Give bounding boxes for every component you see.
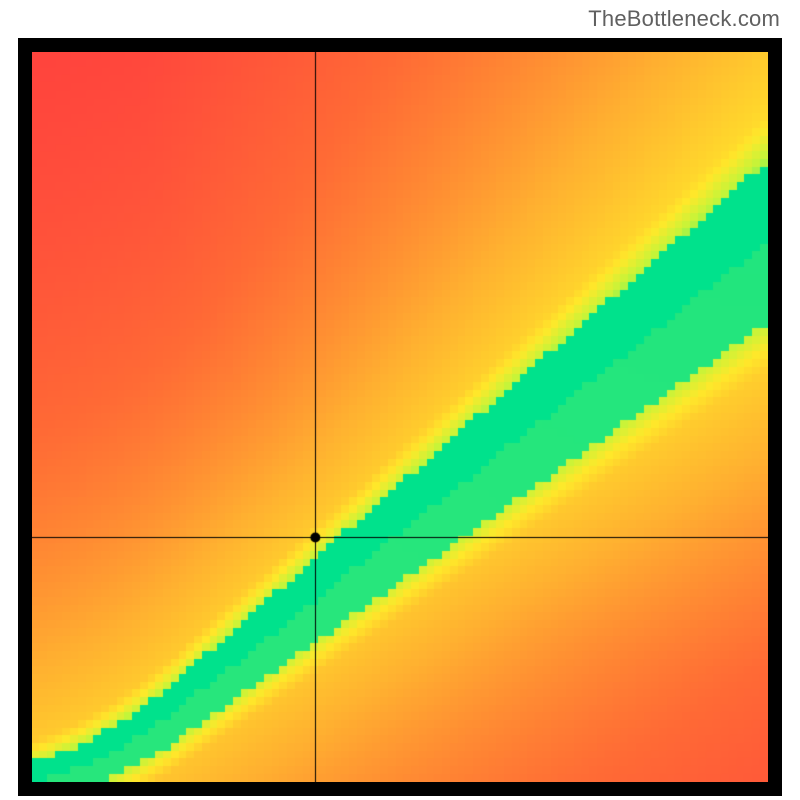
plot-area (32, 52, 768, 782)
chart-container: TheBottleneck.com (0, 0, 800, 800)
watermark-text: TheBottleneck.com (588, 6, 780, 32)
heatmap-canvas (32, 52, 768, 782)
